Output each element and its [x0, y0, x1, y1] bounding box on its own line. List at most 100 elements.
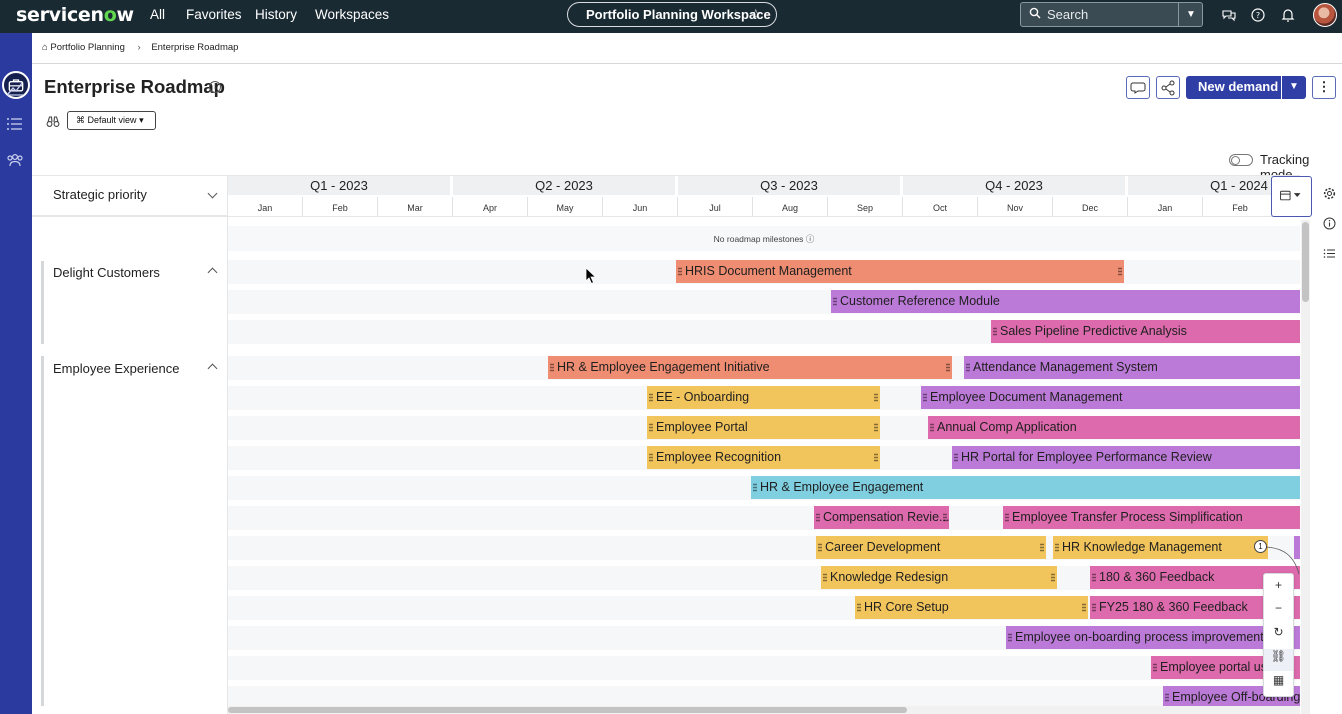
keyboard-icon[interactable]: ▦ — [1272, 673, 1285, 687]
global-search[interactable]: Search ▼ — [1020, 2, 1203, 27]
month-cell: Jan — [228, 197, 303, 216]
binoculars-icon[interactable] — [46, 114, 60, 128]
help-icon[interactable]: ? — [1250, 7, 1266, 23]
chart-icon[interactable] — [6, 79, 24, 97]
horizontal-scrollbar[interactable] — [228, 706, 1300, 714]
comment-button[interactable] — [1126, 76, 1150, 99]
roadmap-item[interactable]: HR Portal for Employee Performance Revie… — [952, 446, 1300, 469]
roadmap-item[interactable]: HR & Employee Engagement Initiative — [548, 356, 952, 379]
roadmap-item[interactable]: FY25 180 & 360 Feedback — [1090, 596, 1300, 619]
page-title: Enterprise Roadmap — [44, 76, 225, 97]
more-options-icon[interactable]: ⋮ — [1312, 76, 1336, 99]
info-icon[interactable] — [1323, 217, 1336, 230]
view-select[interactable]: ⌘ Default view ▾ — [67, 111, 156, 130]
groupby-select[interactable] — [32, 175, 227, 217]
search-input[interactable]: Search — [1047, 7, 1089, 22]
right-toolbar — [1312, 176, 1342, 714]
workspace-title-pill[interactable]: Portfolio Planning Workspace ☆ — [567, 2, 777, 27]
roadmap-item[interactable]: Attendance Management System — [964, 356, 1300, 379]
avatar[interactable] — [1313, 3, 1337, 27]
quarter-cell: Q2 - 2023 — [453, 176, 677, 195]
month-cell: Oct — [903, 197, 978, 216]
reset-icon[interactable]: ↻ — [1273, 625, 1284, 639]
month-cell: Dec — [1053, 197, 1128, 216]
roadmap-item[interactable]: Career Development — [816, 536, 1046, 559]
roadmap-item[interactable]: Employee portal use — [1151, 656, 1300, 679]
info-icon[interactable]: i — [209, 81, 221, 93]
comment-icon — [1130, 82, 1146, 94]
month-cell: Aug — [753, 197, 828, 216]
bell-icon[interactable] — [1280, 7, 1296, 23]
nav-workspaces[interactable]: Workspaces — [315, 7, 390, 22]
nav-favorites[interactable]: Favorites — [186, 7, 242, 22]
roadmap-item[interactable]: Compensation Revie... — [814, 506, 949, 529]
list-icon[interactable] — [1323, 247, 1336, 260]
milestones-text: No roadmap milestones — [713, 234, 804, 244]
group-delight-customers: Delight Customers — [53, 265, 160, 280]
quarter-cell: Q1 - 2023 — [228, 176, 452, 195]
roadmap-item[interactable]: EE - Onboarding — [647, 386, 880, 409]
star-icon[interactable]: ☆ — [749, 6, 762, 22]
dependency-count-badge[interactable]: 1 — [1254, 540, 1267, 553]
scrollbar-thumb[interactable] — [228, 707, 907, 713]
calendar-icon — [1280, 190, 1301, 201]
timeline-scale-button[interactable] — [1271, 176, 1312, 217]
month-cell: Jun — [603, 197, 678, 216]
roadmap-item[interactable]: HRIS Document Management — [676, 260, 1124, 283]
nav-history[interactable]: History — [255, 7, 298, 22]
month-cell: Feb — [1203, 197, 1278, 216]
servicenow-logo[interactable]: servicenow — [16, 4, 134, 26]
roadmap-item[interactable]: Customer Reference Module — [831, 290, 1300, 313]
nav-all[interactable]: All — [150, 7, 166, 22]
roadmap-item[interactable]: HR Core Setup — [855, 596, 1088, 619]
month-cell: Sep — [828, 197, 903, 216]
month-cell: Jan — [1128, 197, 1203, 216]
month-cell: May — [528, 197, 603, 216]
search-scope-dropdown[interactable]: ▼ — [1178, 3, 1203, 26]
roadmap-item[interactable]: Employee Recognition — [647, 446, 880, 469]
quarter-cell: Q1 - 2024 — [1128, 176, 1300, 195]
tracking-mode-toggle[interactable] — [1229, 154, 1253, 166]
roadmap-item[interactable]: Annual Comp Application — [928, 416, 1300, 439]
minus-icon[interactable]: − — [1274, 601, 1282, 615]
plus-icon[interactable]: + — [1274, 578, 1282, 592]
roadmap-item[interactable]: Employee Transfer Process Simplification — [1003, 506, 1300, 529]
help-icon[interactable]: ⓘ — [805, 234, 815, 244]
view-icon: ⌘ — [76, 115, 85, 125]
roadmap-item[interactable]: Knowledge Redesign — [821, 566, 1057, 589]
list-icon[interactable] — [6, 115, 24, 133]
header-divider — [32, 63, 1342, 64]
top-navigation: servicenow All Favorites History Workspa… — [0, 0, 1342, 33]
rail-portfolio-button[interactable] — [2, 71, 30, 99]
breadcrumb-current: Enterprise Roadmap — [151, 42, 239, 53]
month-cell: Apr — [453, 197, 528, 216]
chevron-up-icon[interactable] — [207, 267, 218, 278]
caret-down-icon: ▾ — [139, 115, 144, 125]
view-select-value: Default view — [87, 115, 137, 125]
gear-icon[interactable] — [1323, 187, 1336, 200]
roadmap-item[interactable]: Sales Pipeline Predictive Analysis — [991, 320, 1300, 343]
group-indicator — [41, 261, 44, 344]
search-icon — [1029, 7, 1041, 19]
vertical-scrollbar[interactable] — [1301, 220, 1310, 714]
breadcrumb-root[interactable]: Portfolio Planning — [50, 42, 125, 53]
share-button[interactable] — [1156, 76, 1180, 99]
roadmap-item[interactable]: Employee on-boarding process improvement — [1006, 626, 1300, 649]
chat-icon[interactable] — [1221, 7, 1237, 23]
chevron-up-icon[interactable] — [207, 363, 218, 374]
zoom-controls: + − ↻ ⛓ ▦ — [1263, 573, 1294, 697]
roadmap-item[interactable]: HR Knowledge Management — [1053, 536, 1268, 559]
scrollbar-thumb[interactable] — [1302, 222, 1309, 302]
home-icon: ⌂ — [42, 42, 48, 53]
roadmap-item[interactable]: 180 & 360 Feedback — [1090, 566, 1300, 589]
roadmap-item[interactable]: Employee Document Management — [921, 386, 1300, 409]
roadmap-item[interactable]: HR & Employee Engagement — [751, 476, 1300, 499]
team-icon[interactable] — [6, 151, 24, 169]
link-icon[interactable]: ⛓ — [1264, 649, 1293, 671]
roadmap-item[interactable] — [1294, 536, 1300, 559]
new-demand-dropdown[interactable]: ▼ — [1282, 76, 1306, 99]
timeline-header: Q1 - 2023 Q2 - 2023 Q3 - 2023 Q4 - 2023 … — [228, 175, 1300, 217]
new-demand-button[interactable]: New demand — [1186, 76, 1281, 99]
roadmap-item[interactable]: Employee Portal — [647, 416, 880, 439]
breadcrumb-separator: › — [137, 42, 141, 53]
